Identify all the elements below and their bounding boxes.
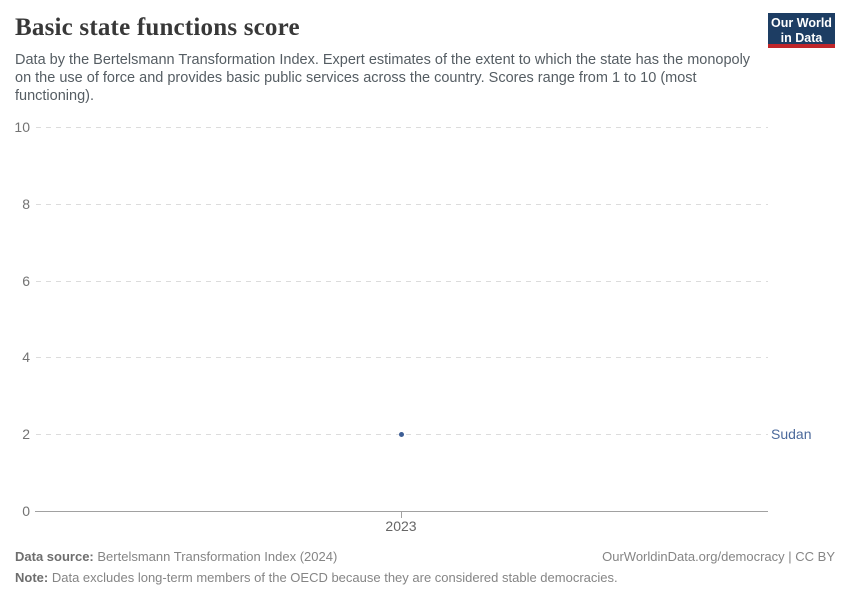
- y-axis-tick-label: 0: [22, 503, 30, 519]
- gridline: [36, 281, 768, 282]
- owid-logo-line2: in Data: [780, 30, 823, 45]
- chart-note: Note: Data excludes long-term members of…: [15, 570, 835, 585]
- x-axis-tick-label: 2023: [385, 518, 417, 534]
- owid-logo[interactable]: Our World in Data: [768, 13, 835, 48]
- y-axis-tick-label: 4: [22, 349, 30, 365]
- x-axis-tick: [401, 512, 402, 518]
- gridline: [36, 357, 768, 358]
- y-axis-tick-label: 10: [14, 119, 30, 135]
- gridline: [36, 127, 768, 128]
- data-source-label: Data source:: [15, 549, 94, 564]
- data-source-line: Data source: Bertelsmann Transformation …: [15, 549, 337, 564]
- credit-link[interactable]: OurWorldinData.org/democracy | CC BY: [602, 549, 835, 564]
- owid-logo-line1: Our World: [771, 16, 832, 30]
- x-axis-line: [35, 511, 768, 512]
- entity-label[interactable]: Sudan: [771, 426, 812, 443]
- note-text: Data excludes long-term members of the O…: [51, 570, 618, 585]
- chart-title: Basic state functions score: [15, 14, 300, 41]
- note-label: Note:: [15, 570, 49, 585]
- data-point[interactable]: [398, 431, 404, 437]
- gridline: [36, 204, 768, 205]
- y-axis-tick-label: 8: [22, 196, 30, 212]
- chart-footer: Data source: Bertelsmann Transformation …: [15, 549, 835, 564]
- chart-subtitle: Data by the Bertelsmann Transformation I…: [15, 52, 751, 104]
- y-axis-tick-label: 6: [22, 273, 30, 289]
- y-axis-tick-label: 2: [22, 426, 30, 442]
- data-source-link[interactable]: Bertelsmann Transformation Index (2024): [97, 549, 338, 564]
